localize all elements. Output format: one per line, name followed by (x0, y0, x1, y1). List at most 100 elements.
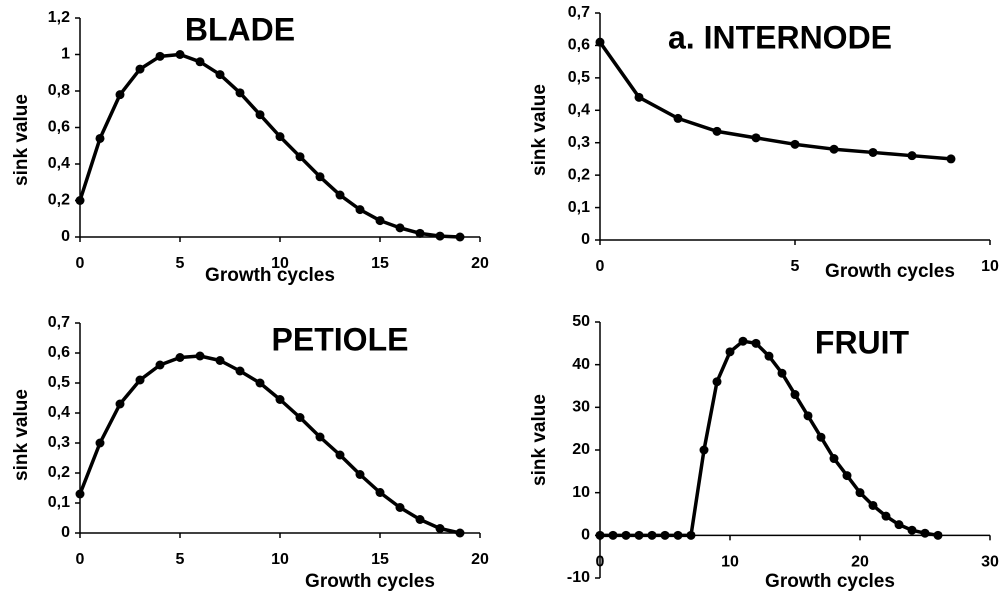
data-point (699, 445, 709, 455)
y-tick-label: 0,2 (48, 192, 70, 209)
x-tick-label: 10 (271, 551, 289, 568)
data-point (868, 147, 878, 157)
y-tick-label: 0,4 (48, 404, 70, 421)
data-point (673, 113, 683, 123)
data-point (295, 413, 305, 422)
data-point (829, 144, 839, 154)
data-point (255, 378, 265, 388)
y-tick-label: 0,4 (568, 102, 590, 119)
data-point (868, 500, 878, 510)
x-tick-label: 10 (981, 258, 999, 275)
data-point (751, 133, 761, 143)
data-point (235, 366, 245, 376)
y-tick-label: 1,2 (48, 9, 70, 26)
y-tick-label: 0,3 (568, 134, 590, 151)
x-tick-label: 20 (471, 255, 489, 272)
x-tick-label: 15 (371, 551, 389, 568)
x-tick-label: 30 (981, 554, 999, 571)
data-point (235, 88, 245, 98)
x-axis-label: Growth cycles (205, 265, 335, 286)
data-point (647, 530, 657, 540)
x-tick-label: 0 (76, 255, 85, 272)
data-point (215, 70, 225, 80)
chart-title: BLADE (185, 11, 295, 47)
data-point (790, 139, 800, 149)
data-point (595, 530, 605, 540)
data-point (712, 126, 722, 136)
data-point (75, 196, 85, 205)
y-tick-label: 30 (572, 399, 590, 416)
data-point (855, 488, 865, 498)
x-axis-label: Growth cycles (305, 571, 435, 592)
y-tick-label: 50 (572, 313, 590, 330)
y-tick-label: 40 (572, 356, 590, 373)
y-tick-label: 0,8 (48, 82, 70, 99)
y-tick-label: 0,7 (48, 314, 70, 331)
y-tick-label: 0,2 (48, 464, 70, 481)
chart-title: FRUIT (815, 324, 910, 360)
x-tick-label: 15 (371, 255, 389, 272)
y-axis-label: sink value (11, 94, 32, 186)
data-point (115, 90, 125, 100)
x-tick-label: 20 (851, 554, 869, 571)
data-point (455, 232, 465, 242)
data-point (395, 223, 405, 233)
data-point (135, 375, 145, 385)
data-point (415, 515, 425, 524)
data-point (894, 520, 904, 530)
data-point (634, 530, 644, 540)
data-point (933, 530, 943, 540)
x-tick-label: 5 (791, 258, 800, 275)
data-point (435, 231, 445, 241)
data-point (335, 190, 345, 200)
data-point (195, 351, 205, 361)
data-point (881, 511, 891, 521)
x-tick-label: 0 (76, 551, 85, 568)
y-axis-label: sink value (529, 394, 550, 486)
data-point (764, 351, 774, 361)
data-point (595, 37, 605, 47)
data-point (255, 110, 265, 120)
y-tick-label: 0 (581, 527, 590, 544)
data-point (175, 353, 185, 362)
data-point (75, 489, 85, 499)
series-line (598, 41, 952, 161)
data-point (335, 450, 345, 460)
y-tick-label: 0,6 (48, 119, 70, 136)
data-point (907, 525, 917, 535)
x-tick-label: 0 (596, 554, 605, 571)
y-tick-label: -10 (567, 569, 590, 586)
data-point (355, 470, 365, 479)
y-tick-label: 0,3 (48, 434, 70, 451)
data-point (920, 528, 930, 538)
y-tick-label: 0 (61, 524, 70, 541)
data-point (275, 395, 285, 404)
data-point (660, 530, 670, 540)
x-tick-label: 20 (471, 551, 489, 568)
data-point (95, 133, 105, 143)
x-tick-label: 0 (596, 258, 605, 275)
data-point (315, 172, 325, 182)
x-tick-label: 5 (176, 551, 185, 568)
data-point (725, 347, 735, 357)
data-point (829, 454, 839, 464)
x-axis-label: Growth cycles (765, 571, 895, 592)
y-tick-label: 0,5 (48, 374, 70, 391)
data-point (275, 132, 285, 142)
data-point (907, 151, 917, 161)
x-tick-label: 10 (721, 554, 739, 571)
chart-title: PETIOLE (272, 321, 409, 357)
x-axis-label: Growth cycles (825, 261, 955, 282)
data-point (355, 205, 365, 215)
data-point (435, 524, 445, 533)
data-point (135, 64, 145, 74)
y-tick-label: 20 (572, 441, 590, 458)
data-point (195, 57, 205, 67)
y-tick-label: 0,1 (568, 199, 590, 216)
x-tick-label: 10 (271, 255, 289, 272)
data-point (790, 390, 800, 400)
y-tick-label: 10 (572, 484, 590, 501)
y-tick-label: 0,2 (568, 166, 590, 183)
